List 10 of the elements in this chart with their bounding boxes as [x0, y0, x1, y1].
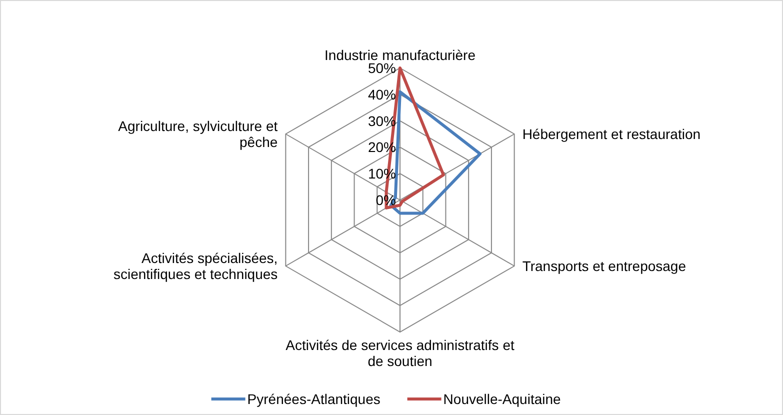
spoke-label: Activités de services administratifs et de soutien	[286, 337, 514, 369]
y-tick-label: 40%	[368, 86, 396, 102]
y-tick-label: 50%	[368, 60, 396, 76]
spoke-label: Industrie manufacturière	[324, 47, 476, 63]
legend-label: Pyrénées-Atlantiques	[247, 391, 380, 407]
spoke-label: Activités spécialisées, scientifiques et techniques	[113, 250, 278, 282]
spoke-label: Transports et entreposage	[522, 258, 686, 274]
spoke-label: Agriculture, sylviculture et pêche	[118, 118, 278, 150]
legend-label: Nouvelle-Aquitaine	[443, 391, 562, 407]
spoke-label: Hébergement et restauration	[522, 126, 701, 142]
